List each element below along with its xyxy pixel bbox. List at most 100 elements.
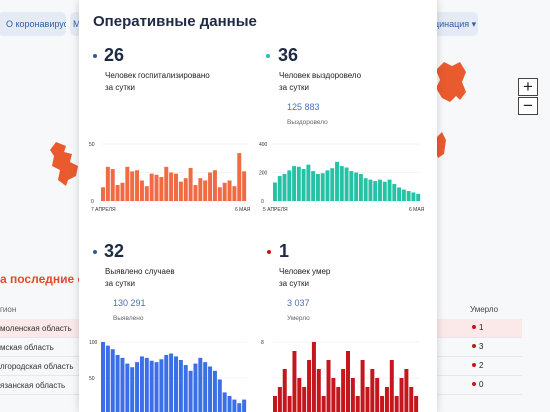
bar bbox=[273, 182, 277, 201]
map-region-left bbox=[50, 142, 78, 186]
detected-total-label: Выявлено bbox=[113, 315, 144, 322]
bar bbox=[316, 369, 321, 412]
bar bbox=[277, 176, 282, 201]
bar bbox=[101, 187, 105, 201]
bar bbox=[125, 166, 130, 201]
deaths-dot-icon bbox=[472, 382, 476, 386]
bar bbox=[380, 396, 385, 412]
y-min-label: 0 bbox=[91, 199, 94, 205]
about-coronavirus-chip[interactable]: О коронавирусе ▾ bbox=[0, 12, 66, 36]
bar bbox=[105, 166, 110, 201]
bar bbox=[188, 370, 193, 412]
region-name: лгородская область bbox=[0, 362, 74, 371]
deaths-column-header: Умерло bbox=[470, 305, 499, 314]
bar bbox=[370, 369, 375, 412]
recovered-label: Человек выздоровело за сутки bbox=[279, 71, 362, 92]
bar bbox=[227, 180, 232, 201]
bar bbox=[139, 180, 144, 201]
zoom-out-button[interactable]: − bbox=[518, 97, 538, 115]
bar bbox=[178, 181, 183, 201]
bar bbox=[208, 366, 213, 412]
bar bbox=[392, 183, 397, 201]
bar bbox=[330, 168, 335, 201]
deaths-dot-icon bbox=[472, 363, 476, 367]
bar bbox=[399, 378, 404, 412]
recovered-number: 36 bbox=[278, 45, 299, 65]
x-start-label: 5 АПРЕЛЯ bbox=[263, 207, 288, 213]
bar bbox=[217, 187, 222, 201]
bar bbox=[349, 171, 354, 201]
stat-dot-icon bbox=[267, 250, 271, 254]
region-column-header: гион bbox=[0, 305, 17, 314]
bar bbox=[208, 172, 213, 201]
bar bbox=[401, 189, 406, 201]
recovered-chart: 400 200 0 5 АПРЕЛЯ 6 МАЯ bbox=[259, 142, 425, 213]
bar bbox=[277, 387, 282, 412]
bar bbox=[203, 362, 208, 412]
detected-number: 32 bbox=[104, 241, 125, 261]
x-end-label: 6 МАЯ bbox=[235, 207, 251, 213]
bar bbox=[110, 349, 115, 412]
bar bbox=[355, 396, 360, 412]
y-mid-label: 200 bbox=[259, 171, 268, 177]
bar bbox=[169, 353, 174, 412]
bar bbox=[335, 161, 339, 201]
map-region-right bbox=[434, 62, 466, 158]
bar bbox=[282, 369, 287, 412]
bar bbox=[188, 167, 193, 201]
deaths-total: 3 037 bbox=[287, 298, 310, 308]
bar bbox=[135, 170, 140, 201]
detected-label: Выявлено случаев за сутки bbox=[105, 267, 175, 288]
bar bbox=[358, 173, 363, 201]
bar bbox=[222, 392, 227, 412]
deaths-value: 0 bbox=[479, 380, 484, 389]
zoom-in-button[interactable]: + bbox=[518, 78, 538, 96]
bar bbox=[222, 182, 227, 201]
bar bbox=[164, 166, 169, 201]
y-max-label: 400 bbox=[259, 142, 268, 148]
bar bbox=[375, 378, 380, 412]
bar bbox=[339, 166, 344, 201]
bar bbox=[183, 365, 188, 412]
bar bbox=[178, 360, 183, 412]
bar bbox=[341, 369, 346, 412]
deaths-number: 1 bbox=[279, 241, 290, 261]
bar bbox=[130, 171, 135, 201]
bar bbox=[232, 186, 237, 201]
deaths-dot-icon bbox=[472, 344, 476, 348]
bar bbox=[149, 173, 154, 201]
bar bbox=[217, 379, 222, 412]
bar bbox=[350, 378, 355, 412]
deaths-label: Человек умер за сутки bbox=[279, 267, 331, 288]
x-start-label: 7 АПРЕЛЯ bbox=[91, 207, 116, 213]
bar bbox=[159, 177, 164, 201]
bar bbox=[120, 357, 125, 412]
bar bbox=[416, 193, 421, 201]
deaths-value: 3 bbox=[479, 342, 484, 351]
region-name: моленская область bbox=[0, 324, 72, 333]
bar bbox=[144, 357, 149, 412]
bar bbox=[373, 181, 378, 201]
bar bbox=[384, 387, 389, 412]
bar bbox=[174, 173, 178, 201]
deaths-chart: 8 bbox=[261, 340, 419, 412]
bar bbox=[360, 360, 365, 412]
bar bbox=[365, 387, 370, 412]
bar bbox=[149, 360, 154, 412]
bar bbox=[346, 351, 350, 412]
bar bbox=[368, 179, 373, 201]
bar bbox=[101, 342, 105, 412]
y-max-label: 50 bbox=[89, 142, 95, 148]
bar bbox=[389, 360, 394, 412]
detected-total: 130 291 bbox=[113, 298, 146, 308]
bar bbox=[296, 166, 301, 201]
bar bbox=[321, 396, 326, 412]
bar bbox=[183, 178, 188, 201]
bar bbox=[237, 403, 242, 412]
region-name: мская область bbox=[0, 343, 54, 352]
bar bbox=[382, 181, 387, 201]
bar bbox=[135, 362, 140, 412]
bar bbox=[409, 387, 414, 412]
bar bbox=[154, 174, 159, 201]
panel-title: Оперативные данные bbox=[93, 13, 257, 30]
